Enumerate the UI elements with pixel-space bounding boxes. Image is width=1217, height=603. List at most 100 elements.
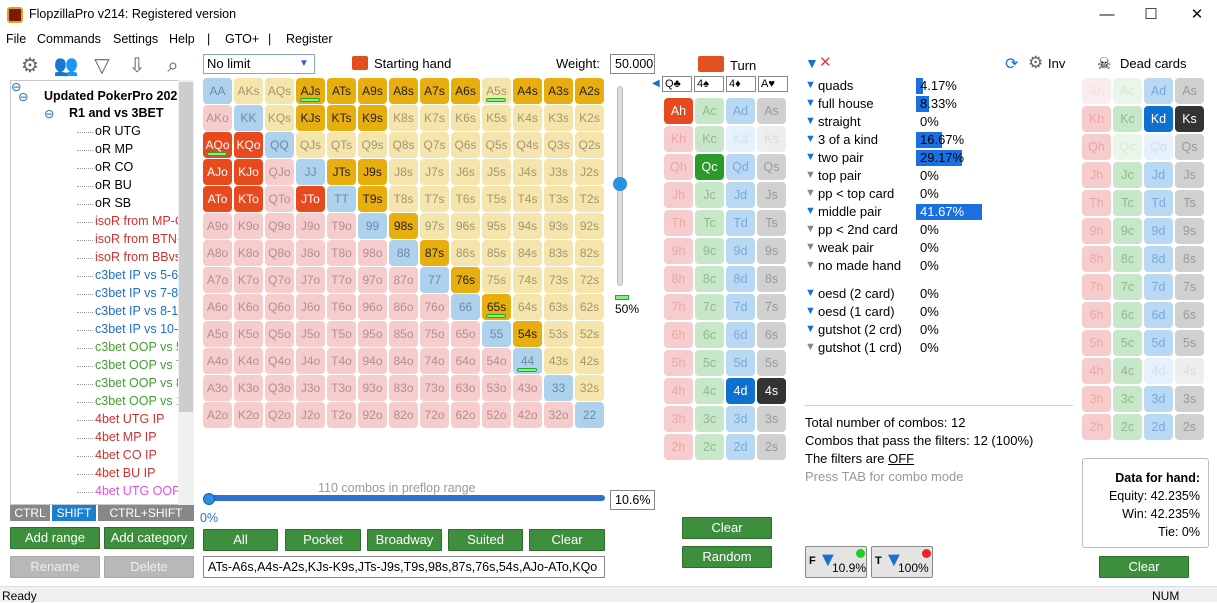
- card-5c[interactable]: 5c: [695, 350, 724, 376]
- hand-cell-KQo[interactable]: KQo: [234, 132, 263, 158]
- tree-item[interactable]: c3bet IP vs 10-15: [95, 322, 193, 336]
- select-suited-button[interactable]: Suited: [448, 529, 523, 551]
- hand-cell-TT[interactable]: TT: [327, 186, 356, 212]
- card-As[interactable]: As: [1175, 78, 1204, 104]
- hand-cell-AQs[interactable]: AQs: [265, 78, 294, 104]
- ctrl-tab[interactable]: CTRL: [10, 505, 50, 521]
- hand-cell-96s[interactable]: 96s: [451, 213, 480, 239]
- hand-cell-83s[interactable]: 83s: [544, 240, 573, 266]
- clear-filter-icon[interactable]: ✕: [819, 54, 832, 71]
- tree-group[interactable]: R1 and vs 3BET: [69, 106, 164, 120]
- card-8h[interactable]: 8h: [664, 266, 693, 292]
- hand-cell-84o[interactable]: 84o: [389, 348, 418, 374]
- card-5d[interactable]: 5d: [1144, 330, 1173, 356]
- hand-cell-K2s[interactable]: K2s: [575, 105, 604, 131]
- flop-filter-button[interactable]: F ▼ 10.9%: [805, 546, 867, 578]
- card-5s[interactable]: 5s: [757, 350, 786, 376]
- filter-icon[interactable]: ▼: [805, 187, 816, 199]
- hand-cell-99[interactable]: 99: [358, 213, 387, 239]
- hand-cell-T7o[interactable]: T7o: [327, 267, 356, 293]
- filter-icon[interactable]: ▼: [805, 115, 816, 127]
- menu-gto[interactable]: GTO+: [225, 32, 260, 46]
- add-category-button[interactable]: Add category: [104, 527, 194, 549]
- collapse-icon[interactable]: ⊖: [44, 107, 55, 121]
- filter-row[interactable]: ▼ pp < 2nd card 0%: [805, 221, 1075, 239]
- hand-cell-AJo[interactable]: AJo: [203, 159, 232, 185]
- close-button[interactable]: ✕: [1190, 6, 1204, 23]
- board-random-button[interactable]: Random: [682, 546, 772, 568]
- hand-cell-42s[interactable]: 42s: [575, 348, 604, 374]
- hand-cell-52s[interactable]: 52s: [575, 321, 604, 347]
- hand-cell-KJo[interactable]: KJo: [234, 159, 263, 185]
- hand-cell-Q4o[interactable]: Q4o: [265, 348, 294, 374]
- tree-item[interactable]: isoR from BBvsSB: [95, 250, 194, 264]
- hand-cell-94o[interactable]: 94o: [358, 348, 387, 374]
- shift-tab[interactable]: SHIFT: [52, 505, 96, 521]
- filter-icon[interactable]: ▼: [805, 97, 816, 109]
- tree-item[interactable]: oR MP: [95, 142, 134, 156]
- hand-cell-76o[interactable]: 76o: [420, 294, 449, 320]
- hand-cell-72s[interactable]: 72s: [575, 267, 604, 293]
- tree-item[interactable]: c3bet IP vs 5-6%: [95, 268, 190, 282]
- card-Kc[interactable]: Kc: [1113, 106, 1142, 132]
- card-8c[interactable]: 8c: [1113, 246, 1142, 272]
- hand-cell-55[interactable]: 55: [482, 321, 511, 347]
- hand-cell-AJs[interactable]: AJs: [296, 78, 325, 104]
- hand-cell-J5s[interactable]: J5s: [482, 159, 511, 185]
- hand-cell-KTo[interactable]: KTo: [234, 186, 263, 212]
- board-slot[interactable]: Q♣: [662, 76, 692, 92]
- card-Ah[interactable]: Ah: [664, 98, 693, 124]
- hand-cell-KQs[interactable]: KQs: [265, 105, 294, 131]
- hand-cell-53o[interactable]: 53o: [482, 375, 511, 401]
- filter-icon[interactable]: ▼: [805, 305, 816, 317]
- tree-item[interactable]: oR SB: [95, 196, 132, 210]
- filter-row[interactable]: ▼ full house 8.33%: [805, 95, 1075, 113]
- card-Ts[interactable]: Ts: [757, 210, 786, 236]
- card-3h[interactable]: 3h: [1082, 386, 1111, 412]
- turn-filter-button[interactable]: T ▼ 100%: [871, 546, 933, 578]
- card-6h[interactable]: 6h: [664, 322, 693, 348]
- card-8s[interactable]: 8s: [1175, 246, 1204, 272]
- card-2s[interactable]: 2s: [1175, 414, 1204, 440]
- card-Jc[interactable]: Jc: [695, 182, 724, 208]
- hand-cell-65s[interactable]: 65s: [482, 294, 511, 320]
- board-slot[interactable]: 4♠: [694, 76, 724, 92]
- card-6s[interactable]: 6s: [1175, 302, 1204, 328]
- menu-help[interactable]: Help: [169, 32, 195, 46]
- card-Qc[interactable]: Qc: [695, 154, 724, 180]
- hand-cell-A2s[interactable]: A2s: [575, 78, 604, 104]
- hand-cell-62s[interactable]: 62s: [575, 294, 604, 320]
- hand-cell-76s[interactable]: 76s: [451, 267, 480, 293]
- card-9d[interactable]: 9d: [1144, 218, 1173, 244]
- hand-cell-Q8o[interactable]: Q8o: [265, 240, 294, 266]
- hand-cell-QQ[interactable]: QQ: [265, 132, 294, 158]
- filter-icon[interactable]: ▼: [805, 323, 816, 335]
- hand-cell-A6s[interactable]: A6s: [451, 78, 480, 104]
- maximize-button[interactable]: ☐: [1144, 6, 1158, 23]
- tree-item[interactable]: c3bet OOP vs 7-8: [95, 358, 194, 372]
- hand-cell-Q7s[interactable]: Q7s: [420, 132, 449, 158]
- menu-commands[interactable]: Commands: [37, 32, 101, 46]
- filter-icon[interactable]: ▼: [805, 223, 816, 235]
- hand-cell-T3s[interactable]: T3s: [544, 186, 573, 212]
- hand-cell-AKs[interactable]: AKs: [234, 78, 263, 104]
- card-9h[interactable]: 9h: [664, 238, 693, 264]
- hand-cell-A2o[interactable]: A2o: [203, 402, 232, 428]
- hand-cell-44[interactable]: 44: [513, 348, 542, 374]
- hand-cell-JTo[interactable]: JTo: [296, 186, 325, 212]
- hand-cell-82o[interactable]: 82o: [389, 402, 418, 428]
- card-4s[interactable]: 4s: [757, 378, 786, 404]
- card-2c[interactable]: 2c: [1113, 414, 1142, 440]
- tree-item[interactable]: c3bet OOP vs 12: [95, 394, 190, 408]
- card-Js[interactable]: Js: [1175, 162, 1204, 188]
- tree-item[interactable]: oR BU: [95, 178, 132, 192]
- hand-cell-QTo[interactable]: QTo: [265, 186, 294, 212]
- card-Kh[interactable]: Kh: [664, 126, 693, 152]
- card-2d[interactable]: 2d: [726, 434, 755, 460]
- card-Tc[interactable]: Tc: [695, 210, 724, 236]
- hand-cell-94s[interactable]: 94s: [513, 213, 542, 239]
- hand-cell-T6o[interactable]: T6o: [327, 294, 356, 320]
- card-Ad[interactable]: Ad: [1144, 78, 1173, 104]
- hand-cell-93s[interactable]: 93s: [544, 213, 573, 239]
- card-2d[interactable]: 2d: [1144, 414, 1173, 440]
